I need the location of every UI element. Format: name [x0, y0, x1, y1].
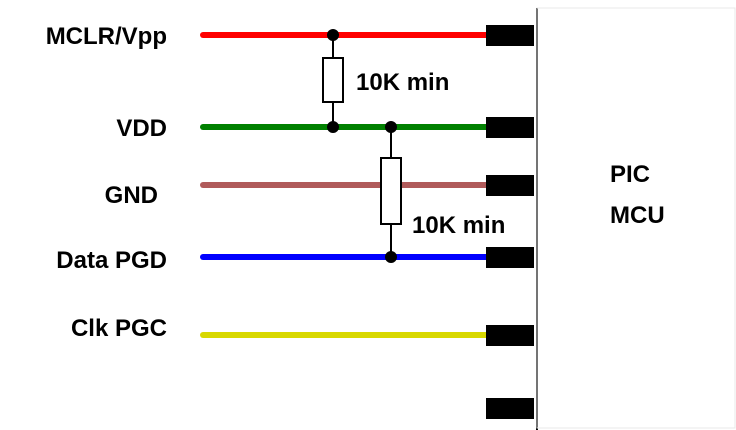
- mcu-pin: [486, 117, 534, 138]
- resistor-value-label: 10K min: [412, 212, 505, 239]
- junction-dot: [385, 121, 397, 133]
- pullup-resistor-pgd: [380, 127, 402, 257]
- signal-label-mclr: MCLR/Vpp: [46, 23, 167, 50]
- junction-dot: [327, 29, 339, 41]
- mcu-label-line2: MCU: [610, 202, 665, 229]
- signal-label-vdd: VDD: [116, 115, 167, 142]
- junction-dot: [385, 251, 397, 263]
- junction-dot: [327, 121, 339, 133]
- pullup-resistor-mclr: [322, 35, 344, 127]
- resistor-value-label: 10K min: [356, 69, 449, 96]
- signal-label-pgc: Clk PGC: [71, 315, 167, 342]
- mcu-pin: [486, 25, 534, 46]
- mcu-body-outline: [536, 7, 736, 429]
- mcu-pin: [486, 398, 534, 419]
- signal-label-pgd: Data PGD: [56, 247, 167, 274]
- mcu-label-line1: PIC: [610, 161, 650, 188]
- signal-label-gnd: GND: [105, 182, 158, 209]
- mcu-pin: [486, 325, 534, 346]
- mcu-pin: [486, 175, 534, 196]
- mcu-pin: [486, 247, 534, 268]
